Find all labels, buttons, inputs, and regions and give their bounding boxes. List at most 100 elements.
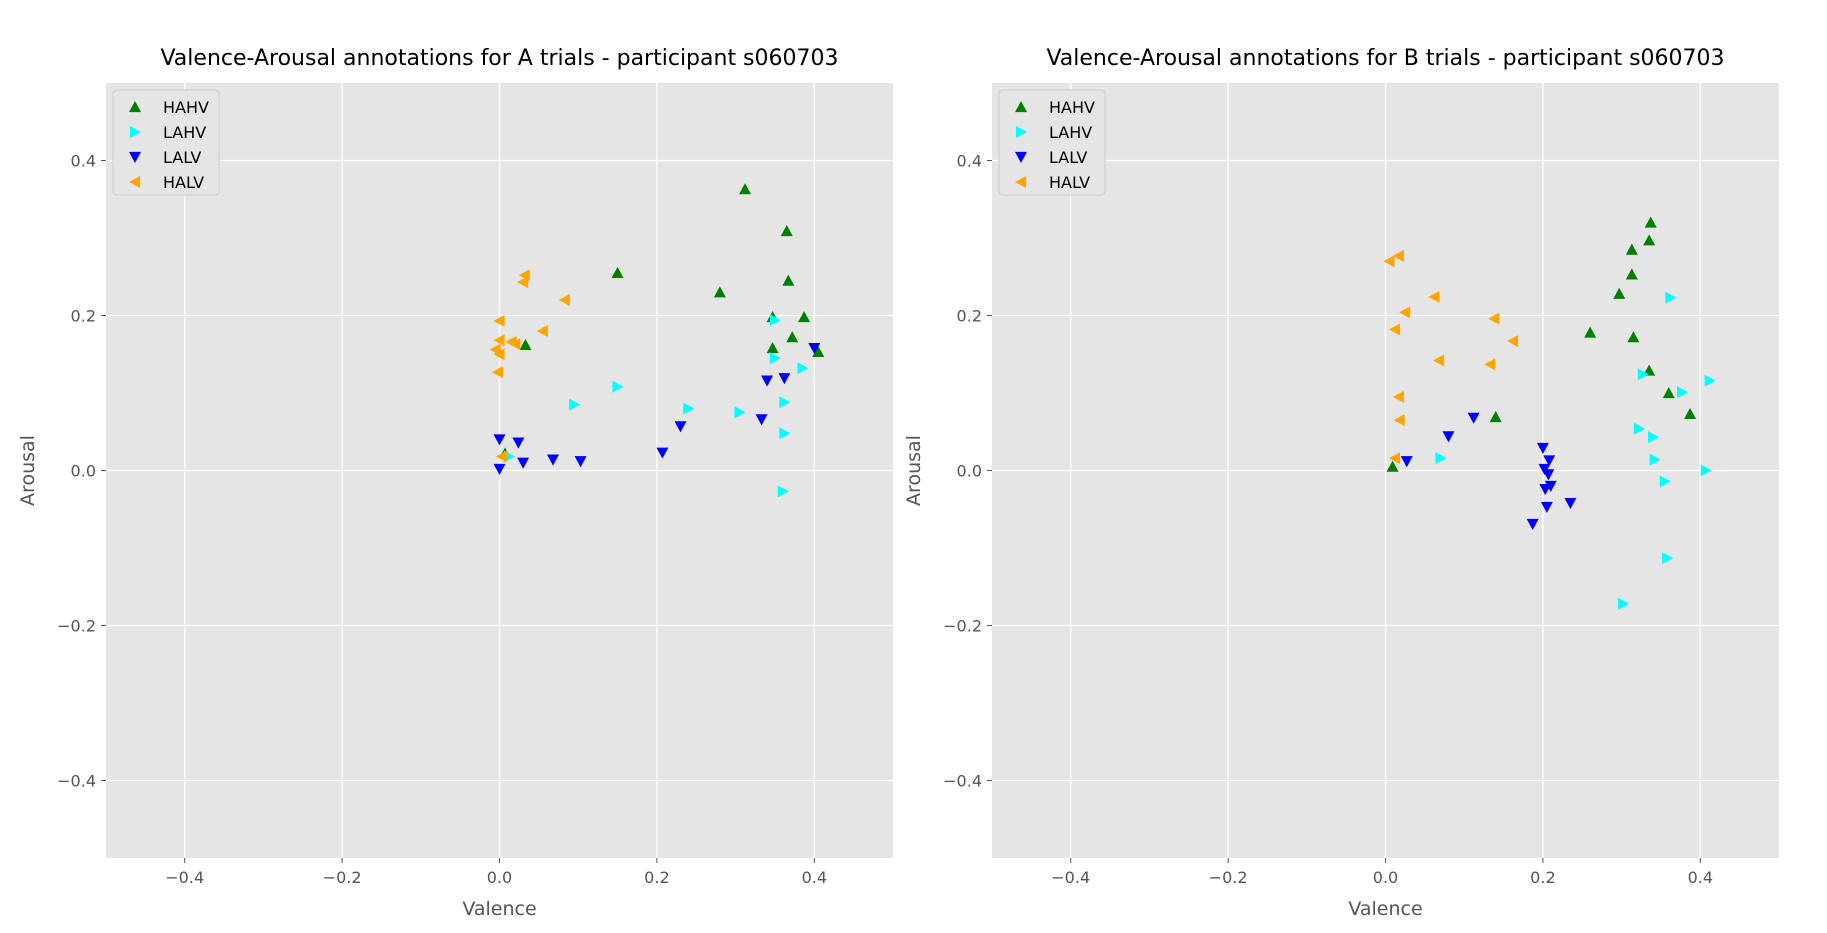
y-tick-label: 0.0 xyxy=(71,462,96,481)
legend-label-halv: HALV xyxy=(1049,173,1090,192)
data-point-hahv xyxy=(611,266,624,278)
data-point-hahv xyxy=(1643,234,1656,246)
data-point-halv xyxy=(517,276,529,289)
data-point-lahv xyxy=(1435,452,1447,465)
data-point-lalv xyxy=(755,414,768,426)
data-point-lahv xyxy=(769,314,781,327)
data-point-hahv xyxy=(780,225,793,237)
data-point-lahv xyxy=(734,406,746,419)
x-tick-label: −0.2 xyxy=(1209,868,1248,887)
data-point-halv xyxy=(495,450,507,463)
data-point-lahv xyxy=(569,398,581,411)
data-point-lalv xyxy=(493,463,506,475)
chart-title: Valence-Arousal annotations for A trials… xyxy=(160,46,838,71)
x-tick-label: 0.4 xyxy=(802,868,827,887)
y-tick-label: 0.2 xyxy=(957,307,982,326)
data-point-hahv xyxy=(713,286,726,298)
data-point-lahv xyxy=(1633,422,1645,435)
data-point-lahv xyxy=(797,362,809,375)
legend-label-lalv: LALV xyxy=(1049,148,1087,167)
chart-panel-b-trials: −0.4 −0.2 0.0 0.2 0.4 −0.4 −0.2 0.0 0.2 0.4 Valenc… xyxy=(903,46,1779,920)
data-point-lalv xyxy=(778,373,791,385)
data-point-lalv xyxy=(1543,455,1556,467)
legend-label-lahv: LAHV xyxy=(1049,123,1092,142)
y-tick-label: −0.2 xyxy=(943,617,982,636)
legend-marker-lahv xyxy=(1015,126,1027,138)
data-point-hahv xyxy=(1662,387,1675,399)
x-axis-label: Valence xyxy=(462,898,536,920)
data-point-lahv xyxy=(1677,386,1689,399)
data-point-lahv xyxy=(779,427,791,440)
data-point-lalv xyxy=(512,437,525,449)
data-point-hahv xyxy=(766,342,779,354)
data-point-halv xyxy=(1388,323,1401,336)
data-point-halv xyxy=(558,294,570,306)
x-axis-label: Valence xyxy=(1348,898,1422,920)
legend-marker-lalv xyxy=(129,151,141,163)
data-point-hahv xyxy=(1625,243,1638,255)
data-point-lahv xyxy=(1704,374,1716,387)
x-tick-label: −0.4 xyxy=(165,868,204,887)
data-point-hahv xyxy=(1613,287,1626,299)
data-point-hahv xyxy=(786,331,799,343)
data-point-lahv xyxy=(1618,597,1630,610)
data-point-lalv xyxy=(1442,431,1455,443)
data-point-halv xyxy=(493,314,505,327)
y-tick-label: −0.2 xyxy=(57,617,96,636)
legend-label-lahv: LAHV xyxy=(163,123,206,142)
data-point-lahv xyxy=(1662,552,1674,565)
data-point-lahv xyxy=(777,485,789,498)
data-point-halv xyxy=(1488,312,1500,325)
data-point-lalv xyxy=(574,456,587,468)
data-point-hahv xyxy=(1644,216,1657,228)
legend-label-lalv: LALV xyxy=(163,148,201,167)
data-point-halv xyxy=(1383,255,1395,268)
data-point-halv xyxy=(1433,354,1445,367)
data-point-lahv xyxy=(1637,368,1649,381)
y-axis-label: Arousal xyxy=(903,435,925,506)
data-point-lalv xyxy=(1536,442,1549,455)
y-tick-label: 0.0 xyxy=(957,462,982,481)
data-point-lalv xyxy=(1542,469,1555,481)
data-point-halv xyxy=(493,348,505,361)
data-point-hahv xyxy=(1386,460,1399,472)
data-point-hahv xyxy=(1625,268,1638,280)
data-point-lalv xyxy=(1467,412,1480,424)
data-point-lalv xyxy=(517,457,530,469)
chart-title: Valence-Arousal annotations for B trials… xyxy=(1046,46,1724,71)
legend-label-hahv: HAHV xyxy=(163,98,209,117)
data-point-hahv xyxy=(1643,364,1656,376)
data-point-lahv xyxy=(1649,453,1661,466)
legend-marker-halv xyxy=(1015,176,1027,188)
x-tick-label: −0.2 xyxy=(323,868,362,887)
data-point-lalv xyxy=(1540,501,1553,513)
data-point-halv xyxy=(491,366,504,379)
y-tick-label: 0.4 xyxy=(957,152,982,171)
data-point-lalv xyxy=(674,421,687,433)
data-point-lahv xyxy=(769,352,781,365)
data-point-lalv xyxy=(547,454,560,466)
data-point-hahv xyxy=(1584,326,1597,338)
legend-label-hahv: HAHV xyxy=(1049,98,1095,117)
data-point-lahv xyxy=(1700,464,1712,477)
legend-label-halv: HALV xyxy=(163,173,204,192)
x-tick-label: 0.2 xyxy=(644,868,669,887)
data-point-hahv xyxy=(782,274,795,286)
data-point-lalv xyxy=(1539,484,1552,496)
data-point-halv xyxy=(1392,249,1404,262)
data-point-lalv xyxy=(1400,456,1413,468)
x-tick-label: −0.4 xyxy=(1051,868,1090,887)
legend-marker-lalv xyxy=(1015,151,1027,163)
data-point-hahv xyxy=(1627,331,1640,343)
data-point-halv xyxy=(1393,414,1405,427)
y-tick-label: 0.2 xyxy=(71,307,96,326)
data-point-halv xyxy=(509,338,521,351)
data-point-lahv xyxy=(1647,431,1660,444)
data-point-lalv xyxy=(1526,518,1539,530)
data-point-halv xyxy=(536,325,548,337)
legend-marker-hahv xyxy=(1015,101,1027,113)
data-point-hahv xyxy=(812,345,825,358)
legend-box xyxy=(112,89,220,196)
data-point-hahv xyxy=(519,338,532,351)
data-point-lalv xyxy=(1544,480,1557,492)
